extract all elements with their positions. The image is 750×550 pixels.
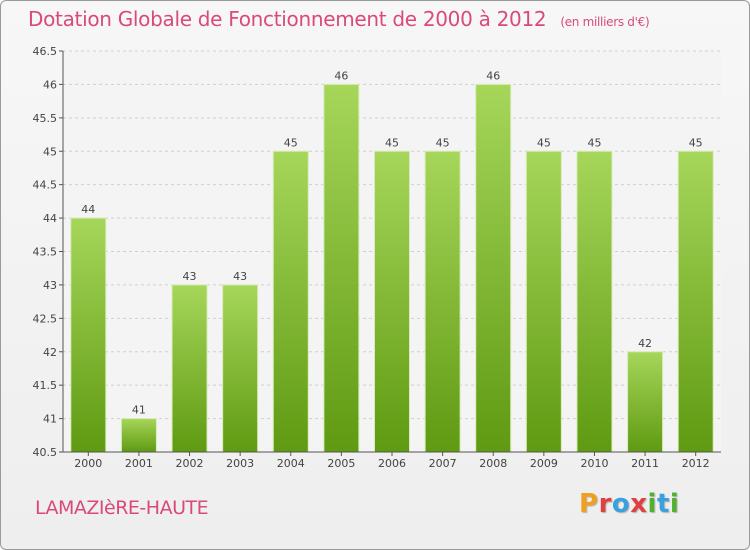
bar-value-label: 46 (334, 69, 348, 82)
y-tick-label: 46 (43, 78, 57, 91)
x-tick-label: 2011 (631, 457, 659, 470)
bar-value-label: 41 (132, 404, 146, 417)
proxiti-logo: Proxiti (579, 489, 679, 519)
bar-value-label: 46 (486, 69, 500, 82)
axis-layer: 40.5 41 41.5 42 42.5 43 43.5 44 44.5 45 45.5 46 46.5… (33, 45, 721, 470)
bar-2005 (323, 83, 360, 453)
bar-value-label: 43 (233, 270, 247, 283)
bar-2003 (222, 284, 259, 453)
x-tick-label: 2010 (580, 457, 608, 470)
bar-2010 (576, 150, 613, 453)
logo-letter: P (579, 489, 599, 519)
y-tick-label: 46.5 (33, 45, 58, 58)
logo-letter: i (669, 489, 680, 519)
y-tick-label: 42.5 (33, 312, 58, 325)
bar-2002 (171, 284, 208, 453)
y-tick-label: 45.5 (33, 112, 58, 125)
bar-2011 (627, 351, 664, 453)
bar-value-label: 45 (284, 136, 298, 149)
x-tick-label: 2002 (176, 457, 204, 470)
x-tick-label: 2008 (479, 457, 507, 470)
x-tick-label: 2007 (429, 457, 457, 470)
bar-value-label: 44 (81, 203, 95, 216)
bar-value-label: 45 (436, 136, 450, 149)
x-tick-label: 2004 (277, 457, 305, 470)
logo-letter: i (647, 489, 657, 519)
commune-name: LAMAZIèRE-HAUTE (35, 497, 209, 519)
x-tick-label: 2006 (378, 457, 406, 470)
x-tick-label: 2003 (226, 457, 254, 470)
bar-value-label: 45 (689, 136, 703, 149)
x-tick-label: 2000 (74, 457, 102, 470)
logo-letter: x (630, 489, 648, 519)
chart-title: Dotation Globale de Fonctionnement de 20… (28, 7, 650, 31)
y-tick-label: 41.5 (33, 379, 58, 392)
bar-value-label: 43 (183, 270, 197, 283)
logo-letter: r (598, 489, 612, 519)
bar-2008 (475, 83, 512, 453)
y-tick-label: 44 (43, 212, 57, 225)
bar-2009 (525, 150, 562, 453)
y-tick-label: 44.5 (33, 179, 58, 192)
y-tick-label: 45 (43, 145, 57, 158)
x-tick-label: 2005 (327, 457, 355, 470)
y-tick-label: 43 (43, 279, 57, 292)
y-tick-label: 41 (43, 413, 57, 426)
bar-2001 (120, 418, 157, 453)
bar-2004 (272, 150, 309, 453)
logo-letter: o (611, 489, 631, 519)
bar-value-label: 45 (537, 136, 551, 149)
x-tick-label: 2009 (530, 457, 558, 470)
x-tick-label: 2001 (125, 457, 153, 470)
y-tick-label: 40.5 (33, 446, 58, 459)
bar-value-label: 42 (638, 337, 652, 350)
y-tick-label: 42 (43, 346, 57, 359)
bar-2006 (374, 150, 410, 453)
bar-2012 (677, 150, 714, 453)
bar-value-label: 45 (587, 136, 601, 149)
logo-letter: t (656, 489, 670, 519)
bar-value-label: 45 (385, 136, 399, 149)
bar-2007 (424, 150, 461, 453)
chart-subtitle: (en milliers d'€) (560, 15, 650, 29)
y-tick-label: 43.5 (33, 246, 58, 259)
chart-title-text: Dotation Globale de Fonctionnement de 20… (28, 7, 547, 31)
x-tick-label: 2012 (682, 457, 710, 470)
bar-2000 (70, 217, 107, 453)
